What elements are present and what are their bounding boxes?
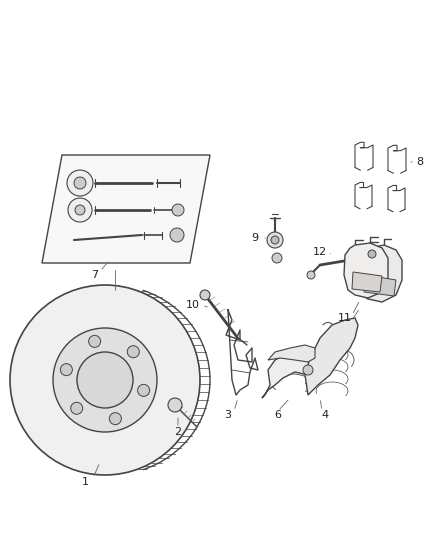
Circle shape xyxy=(172,204,184,216)
Circle shape xyxy=(168,398,182,412)
Text: 4: 4 xyxy=(321,410,328,420)
Polygon shape xyxy=(262,348,320,398)
Text: 11: 11 xyxy=(338,313,352,323)
Polygon shape xyxy=(364,275,396,296)
Polygon shape xyxy=(268,345,315,362)
Circle shape xyxy=(75,205,85,215)
Circle shape xyxy=(53,328,157,432)
Circle shape xyxy=(271,236,279,244)
Text: 1: 1 xyxy=(81,477,88,487)
Circle shape xyxy=(74,177,86,189)
Polygon shape xyxy=(344,243,388,298)
Circle shape xyxy=(10,285,200,475)
Circle shape xyxy=(267,232,283,248)
Circle shape xyxy=(67,170,93,196)
Circle shape xyxy=(200,290,210,300)
Circle shape xyxy=(272,253,282,263)
Circle shape xyxy=(170,228,184,242)
Text: 9: 9 xyxy=(251,233,258,243)
Circle shape xyxy=(127,346,139,358)
Circle shape xyxy=(138,384,150,397)
Polygon shape xyxy=(352,272,382,292)
Text: 8: 8 xyxy=(417,157,424,167)
Polygon shape xyxy=(356,245,402,302)
Circle shape xyxy=(368,250,376,258)
Text: 12: 12 xyxy=(313,247,327,257)
Polygon shape xyxy=(305,318,358,395)
Text: 10: 10 xyxy=(186,300,200,310)
Text: 6: 6 xyxy=(275,410,282,420)
Text: 2: 2 xyxy=(174,427,182,437)
Circle shape xyxy=(303,365,313,375)
Text: 7: 7 xyxy=(92,270,99,280)
Circle shape xyxy=(110,413,121,425)
Text: 3: 3 xyxy=(225,410,232,420)
Circle shape xyxy=(60,364,72,376)
Circle shape xyxy=(68,198,92,222)
Circle shape xyxy=(71,402,83,414)
Circle shape xyxy=(307,271,315,279)
Circle shape xyxy=(77,352,133,408)
Polygon shape xyxy=(42,155,210,263)
Circle shape xyxy=(88,335,101,348)
